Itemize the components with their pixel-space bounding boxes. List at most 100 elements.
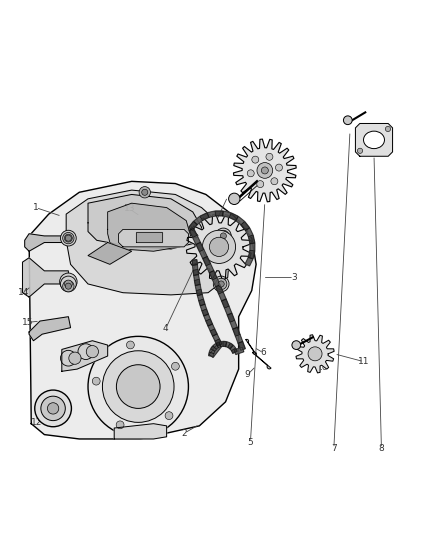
Polygon shape [193, 236, 200, 245]
Polygon shape [236, 216, 244, 225]
Circle shape [92, 377, 100, 385]
Polygon shape [187, 214, 251, 279]
Polygon shape [241, 222, 249, 231]
Polygon shape [233, 139, 296, 202]
Polygon shape [223, 211, 231, 217]
Text: 2: 2 [181, 429, 187, 438]
Circle shape [220, 233, 226, 239]
Polygon shape [225, 342, 230, 348]
Polygon shape [248, 236, 255, 244]
Polygon shape [108, 203, 191, 251]
Circle shape [215, 278, 227, 289]
Circle shape [60, 350, 76, 366]
Text: 12: 12 [31, 418, 42, 427]
Polygon shape [136, 231, 162, 243]
Circle shape [209, 237, 229, 256]
Polygon shape [62, 341, 108, 372]
Polygon shape [88, 243, 132, 264]
Circle shape [41, 396, 65, 421]
Polygon shape [216, 342, 221, 348]
Polygon shape [213, 334, 219, 341]
Polygon shape [198, 294, 203, 301]
Circle shape [202, 230, 236, 263]
Circle shape [116, 421, 124, 429]
Circle shape [102, 351, 174, 422]
Text: 7: 7 [331, 444, 337, 453]
Polygon shape [296, 335, 334, 373]
Polygon shape [215, 211, 223, 216]
Polygon shape [253, 352, 271, 369]
Text: 10: 10 [317, 364, 328, 372]
Polygon shape [206, 264, 214, 273]
Circle shape [247, 170, 254, 177]
Polygon shape [189, 228, 197, 237]
Polygon shape [215, 285, 223, 294]
Polygon shape [194, 216, 203, 225]
Polygon shape [209, 344, 222, 358]
Polygon shape [25, 234, 68, 251]
Circle shape [261, 167, 268, 174]
Circle shape [63, 280, 74, 292]
Text: 6: 6 [261, 349, 266, 358]
Polygon shape [246, 340, 256, 354]
Polygon shape [231, 349, 237, 353]
Text: 5: 5 [247, 438, 253, 447]
Circle shape [171, 362, 179, 370]
Polygon shape [245, 257, 253, 266]
Text: 4: 4 [163, 324, 169, 333]
Circle shape [64, 280, 72, 288]
Polygon shape [206, 319, 212, 326]
Circle shape [60, 273, 77, 290]
Circle shape [252, 156, 259, 163]
Polygon shape [199, 249, 207, 259]
Circle shape [385, 126, 391, 132]
Polygon shape [222, 299, 229, 308]
Circle shape [117, 365, 160, 408]
Polygon shape [212, 278, 220, 287]
Text: 8: 8 [378, 444, 384, 453]
Ellipse shape [364, 131, 385, 149]
Circle shape [266, 154, 273, 160]
Polygon shape [250, 243, 255, 251]
Circle shape [218, 230, 229, 241]
Polygon shape [119, 229, 188, 247]
Polygon shape [196, 289, 202, 295]
Circle shape [343, 116, 352, 125]
Polygon shape [202, 309, 208, 316]
Polygon shape [209, 349, 215, 354]
Polygon shape [193, 265, 198, 270]
Polygon shape [230, 320, 237, 329]
Polygon shape [196, 243, 204, 252]
Circle shape [213, 276, 229, 292]
Polygon shape [209, 353, 214, 357]
Circle shape [292, 341, 300, 350]
Polygon shape [189, 222, 197, 230]
Circle shape [139, 187, 150, 198]
Circle shape [86, 345, 99, 358]
Polygon shape [236, 335, 243, 343]
Polygon shape [22, 258, 68, 297]
Text: 1: 1 [33, 203, 39, 212]
Polygon shape [229, 213, 238, 221]
Polygon shape [200, 304, 207, 311]
Circle shape [257, 181, 264, 188]
Polygon shape [219, 292, 226, 301]
Circle shape [63, 232, 74, 244]
Polygon shape [245, 228, 253, 237]
Polygon shape [225, 306, 232, 315]
Circle shape [64, 234, 72, 242]
Polygon shape [211, 346, 216, 351]
Circle shape [229, 193, 240, 205]
Text: 15: 15 [22, 318, 34, 327]
Polygon shape [66, 190, 230, 295]
Polygon shape [200, 213, 209, 221]
Circle shape [218, 281, 224, 287]
Polygon shape [248, 250, 255, 259]
Polygon shape [29, 317, 71, 341]
Circle shape [357, 148, 363, 154]
Text: 9: 9 [244, 370, 250, 379]
Polygon shape [209, 271, 217, 280]
Polygon shape [208, 211, 216, 217]
Polygon shape [219, 342, 223, 346]
Circle shape [35, 390, 71, 427]
